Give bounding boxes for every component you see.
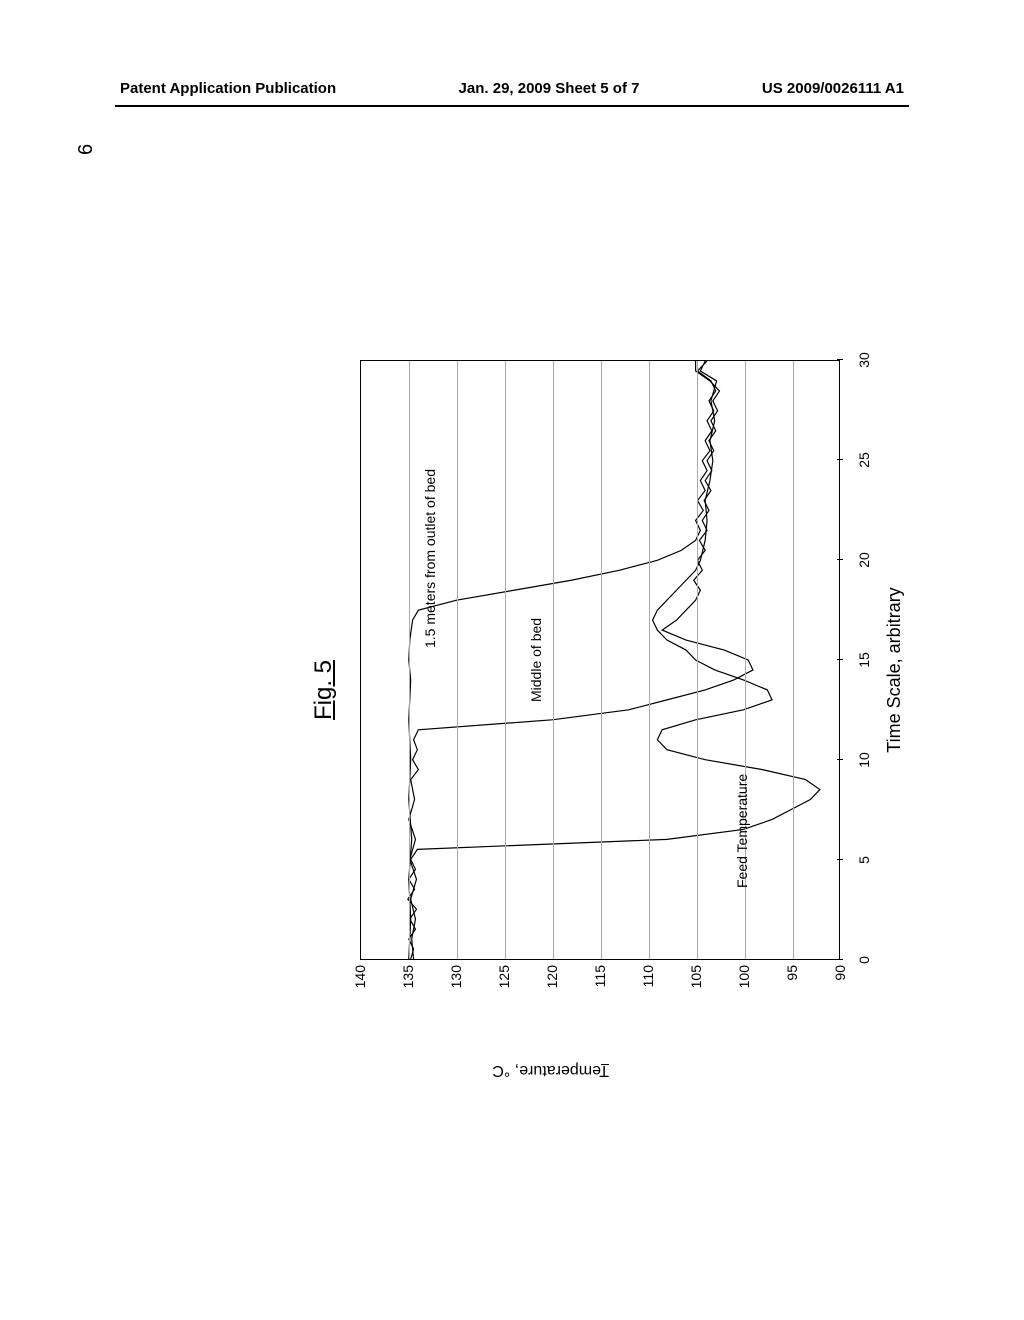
gridline (649, 361, 650, 959)
y-axis-label: Temperature, °C (492, 1061, 609, 1079)
ytick-label: 130 (448, 965, 464, 1005)
xtick-mark (837, 459, 843, 460)
xtick-mark (837, 959, 843, 960)
xtick-label: 0 (856, 956, 872, 964)
ytick-label: 135 (400, 965, 416, 1005)
data-line (408, 361, 820, 959)
gridline (793, 361, 794, 959)
ytick-label: 90 (832, 965, 848, 1005)
plot-box (360, 360, 840, 960)
xtick-label: 20 (856, 552, 872, 568)
ytick-label: 100 (736, 965, 752, 1005)
gridline (697, 361, 698, 959)
chart-area: Temperature, °C Time Scale, arbitrary 90… (360, 320, 910, 1020)
xtick-label: 5 (856, 856, 872, 864)
data-line (409, 361, 716, 959)
gridline (457, 361, 458, 959)
ytick-label: 115 (592, 965, 608, 1005)
data-line (409, 361, 753, 959)
xtick-mark (837, 659, 843, 660)
header-rule (115, 105, 909, 107)
ytick-label: 105 (688, 965, 704, 1005)
series-label: Feed Temperature (734, 774, 750, 888)
page-indicator: 6 (75, 144, 98, 155)
chart-lines (361, 361, 839, 959)
ytick-label: 120 (544, 965, 560, 1005)
gridline (601, 361, 602, 959)
figure-title: Fig. 5 (310, 660, 338, 720)
xtick-mark (837, 559, 843, 560)
xtick-mark (837, 759, 843, 760)
ytick-label: 125 (496, 965, 512, 1005)
ytick-label: 110 (640, 965, 656, 1005)
gridline (505, 361, 506, 959)
xtick-mark (837, 859, 843, 860)
ylabel-underlined: T (601, 1062, 609, 1079)
xtick-label: 10 (856, 752, 872, 768)
patent-header: Patent Application Publication Jan. 29, … (0, 80, 1024, 97)
series-label: Middle of bed (528, 618, 544, 702)
figure-5: Fig. 5 Temperature, °C Time Scale, arbit… (10, 320, 990, 1020)
xtick-label: 30 (856, 352, 872, 368)
header-right: US 2009/0026111 A1 (762, 80, 904, 97)
header-left: Patent Application Publication (120, 80, 336, 97)
xtick-mark (837, 359, 843, 360)
ylabel-rest: emperature, °C (492, 1062, 601, 1079)
x-axis-label: Time Scale, arbitrary (884, 587, 905, 752)
gridline (553, 361, 554, 959)
ytick-label: 95 (784, 965, 800, 1005)
xtick-label: 15 (856, 652, 872, 668)
series-label: 1.5 meters from outlet of bed (422, 469, 438, 648)
gridline (409, 361, 410, 959)
header-center: Jan. 29, 2009 Sheet 5 of 7 (459, 80, 640, 97)
xtick-label: 25 (856, 452, 872, 468)
ytick-label: 140 (352, 965, 368, 1005)
